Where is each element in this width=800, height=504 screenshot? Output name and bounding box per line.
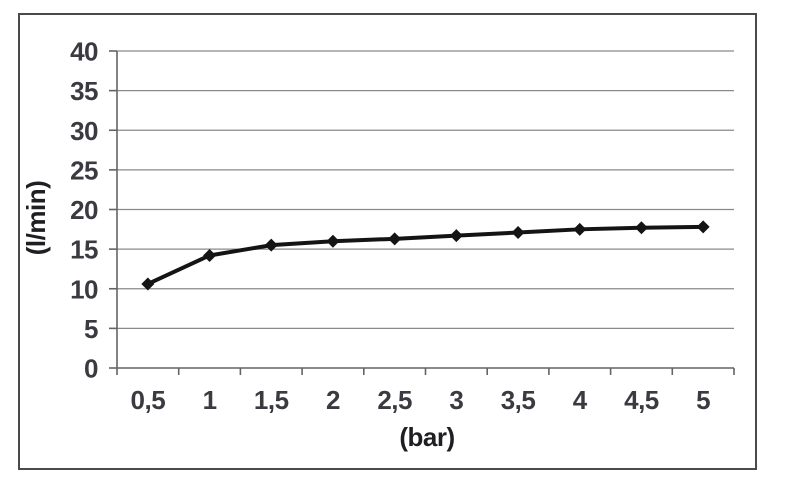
series-marker-4 bbox=[573, 222, 587, 236]
x-tick-label-4: 4 bbox=[573, 385, 588, 415]
y-tick-label-20: 20 bbox=[70, 195, 98, 225]
series-marker-5 bbox=[696, 220, 710, 234]
x-tick-label-4,5: 4,5 bbox=[624, 385, 659, 415]
x-tick-label-2,5: 2,5 bbox=[377, 385, 412, 415]
y-tick-label-35: 35 bbox=[70, 76, 98, 106]
series-marker-4,5 bbox=[634, 221, 648, 235]
y-tick-label-10: 10 bbox=[70, 274, 98, 304]
y-axis-title: (l/min) bbox=[21, 181, 51, 256]
x-tick-label-1: 1 bbox=[203, 385, 217, 415]
y-tick-label-0: 0 bbox=[84, 354, 98, 384]
x-tick-label-5: 5 bbox=[696, 385, 710, 415]
series-marker-2 bbox=[326, 234, 340, 248]
y-tick-label-30: 30 bbox=[70, 116, 98, 146]
series-marker-0,5 bbox=[141, 277, 155, 291]
chart-frame-border bbox=[18, 13, 757, 470]
series-marker-1,5 bbox=[264, 238, 278, 252]
x-tick-label-3,5: 3,5 bbox=[501, 385, 536, 415]
x-tick-label-2: 2 bbox=[326, 385, 340, 415]
y-tick-label-5: 5 bbox=[84, 314, 98, 344]
x-axis-title: (bar) bbox=[399, 422, 454, 452]
series-line-flow-rate bbox=[145, 224, 706, 286]
chart-generated-layer: 0 5 10 15 20 25 30 35 40 0,5 1 1,5 2 2,5 3 3,5 4 4,5 5 bbox=[18, 13, 757, 470]
series-marker-3,5 bbox=[511, 225, 525, 239]
series-marker-3 bbox=[449, 229, 463, 243]
x-tick-label-1,5: 1,5 bbox=[254, 385, 289, 415]
x-tick-label-3: 3 bbox=[449, 385, 463, 415]
series-marker-2,5 bbox=[388, 232, 402, 246]
y-tick-label-15: 15 bbox=[70, 235, 98, 265]
x-tick-label-0,5: 0,5 bbox=[131, 385, 166, 415]
series-marker-1 bbox=[203, 248, 217, 262]
y-tick-label-25: 25 bbox=[70, 155, 98, 185]
y-tick-label-40: 40 bbox=[70, 37, 98, 67]
